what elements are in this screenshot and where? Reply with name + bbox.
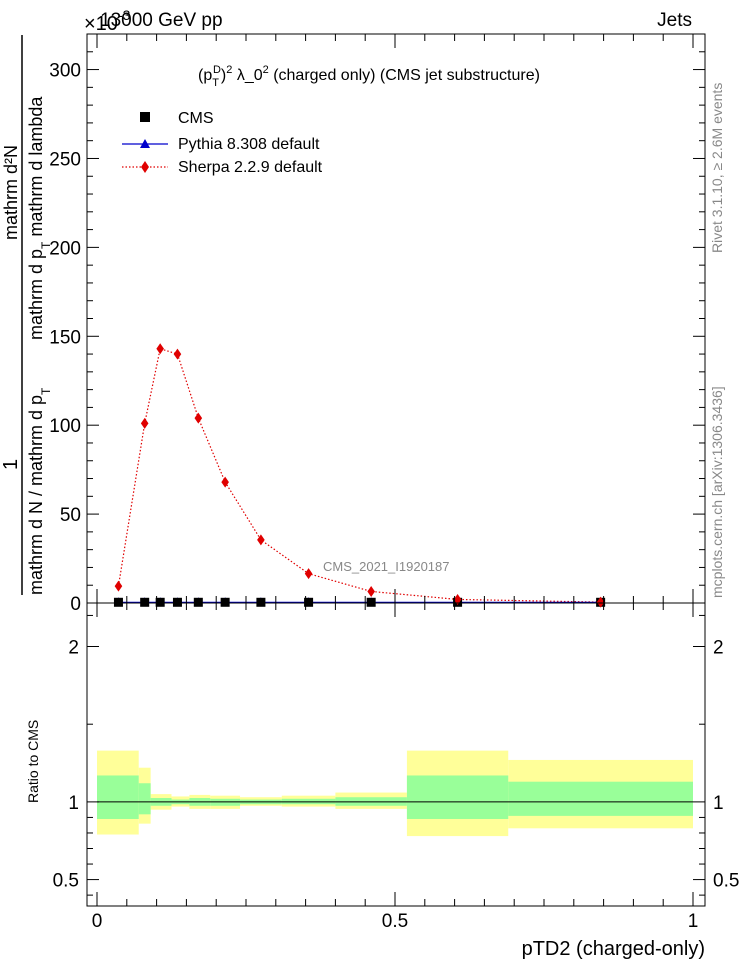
ratio-y-tick-label-left: 1	[68, 793, 79, 814]
ylabel-top-denominator: mathrm d pT mathrm d lambda	[26, 96, 53, 340]
sherpa-point	[453, 593, 462, 605]
x-tick-label: 0	[92, 911, 103, 932]
x-axis-label: pTD2 (charged-only)	[522, 938, 705, 960]
rivet-label: Rivet 3.1.10, ≥ 2.6M events	[709, 83, 725, 253]
main-y-tick-label: 250	[49, 149, 81, 170]
legend: CMS Pythia 8.308 default Sherpa 2.2.9 de…	[122, 110, 323, 176]
legend-item-sherpa: Sherpa 2.2.9 default	[122, 159, 323, 176]
cms-point	[366, 597, 376, 607]
ratio-inner-band	[97, 775, 139, 819]
cms-point	[172, 597, 182, 607]
sherpa-point	[194, 412, 203, 424]
ratio-inner-band	[406, 775, 509, 819]
sherpa-point	[221, 476, 229, 488]
main-y-axis-label: 1 mathrm d N / mathrm d pT mathrm d pT m…	[0, 35, 53, 595]
sherpa-point	[367, 585, 375, 597]
ratio-frame	[86, 602, 706, 907]
main-y-tick-label: 100	[49, 416, 81, 437]
axes: 0 50 100 150 200 250 300 0 0.5 1 0.5 0.5 1 1 2 2	[49, 33, 739, 932]
cms-point	[140, 597, 150, 607]
x-tick-label: 1	[688, 911, 699, 932]
ylabel-denominator: mathrm d N / mathrm d pT	[26, 387, 53, 595]
ratio-y-tick-label-right: 1	[713, 793, 724, 814]
ratio-panel	[97, 750, 693, 837]
legend-item-pythia: Pythia 8.308 default	[122, 136, 320, 153]
ratio-inner-band	[138, 783, 151, 815]
cms-point	[256, 597, 266, 607]
main-y-tick-label: 300	[49, 61, 81, 82]
exponent-label: ×10	[84, 13, 118, 35]
cms-point	[113, 597, 123, 607]
sherpa-point	[304, 568, 313, 580]
sherpa-point	[156, 343, 164, 355]
category-label: Jets	[657, 10, 692, 31]
ylabel-top-numerator: mathrm d²N	[1, 145, 21, 240]
legend-pythia-label: Pythia 8.308 default	[178, 136, 320, 153]
x-tick-label: 0.5	[382, 911, 408, 932]
legend-item-cms: CMS	[140, 110, 214, 127]
main-y-tick-label: 200	[49, 238, 81, 259]
sherpa-point	[114, 580, 123, 592]
ratio-y-tick-label-left: 2	[68, 638, 79, 659]
mcplots-label: mcplots.cern.ch [arXiv:1306.3436]	[709, 386, 725, 598]
sherpa-point	[173, 348, 182, 360]
legend-pythia-marker	[140, 139, 150, 148]
ratio-y-tick-label-left: 0.5	[53, 871, 79, 892]
cms-point	[193, 597, 203, 607]
sherpa-point	[257, 534, 265, 546]
legend-sherpa-marker	[141, 161, 149, 173]
ylabel-numerator: 1	[0, 459, 22, 470]
ratio-inner-band	[508, 781, 693, 816]
legend-cms-marker	[140, 112, 150, 122]
cms-point	[304, 597, 314, 607]
sherpa-point	[140, 417, 149, 429]
main-y-tick-label: 50	[60, 505, 81, 526]
ratio-y-axis-label: Ratio to CMS	[25, 720, 41, 803]
energy-label: 13000 GeV pp	[100, 10, 223, 31]
sherpa-point	[596, 596, 605, 608]
legend-cms-label: CMS	[178, 110, 214, 127]
cms-point	[220, 597, 230, 607]
legend-sherpa-label: Sherpa 2.2.9 default	[178, 159, 323, 176]
exponent-value: -3	[118, 7, 131, 23]
analysis-watermark: CMS_2021_I1920187	[323, 559, 450, 574]
cms-point	[155, 597, 165, 607]
main-y-tick-label: 0	[70, 594, 81, 615]
main-y-tick-label: 150	[49, 327, 81, 348]
ratio-y-tick-label-right: 2	[713, 638, 724, 659]
ratio-y-tick-label-right: 0.5	[713, 871, 739, 892]
plot-title: (pTD)2 λ_02 (charged only) (CMS jet subs…	[198, 64, 540, 89]
